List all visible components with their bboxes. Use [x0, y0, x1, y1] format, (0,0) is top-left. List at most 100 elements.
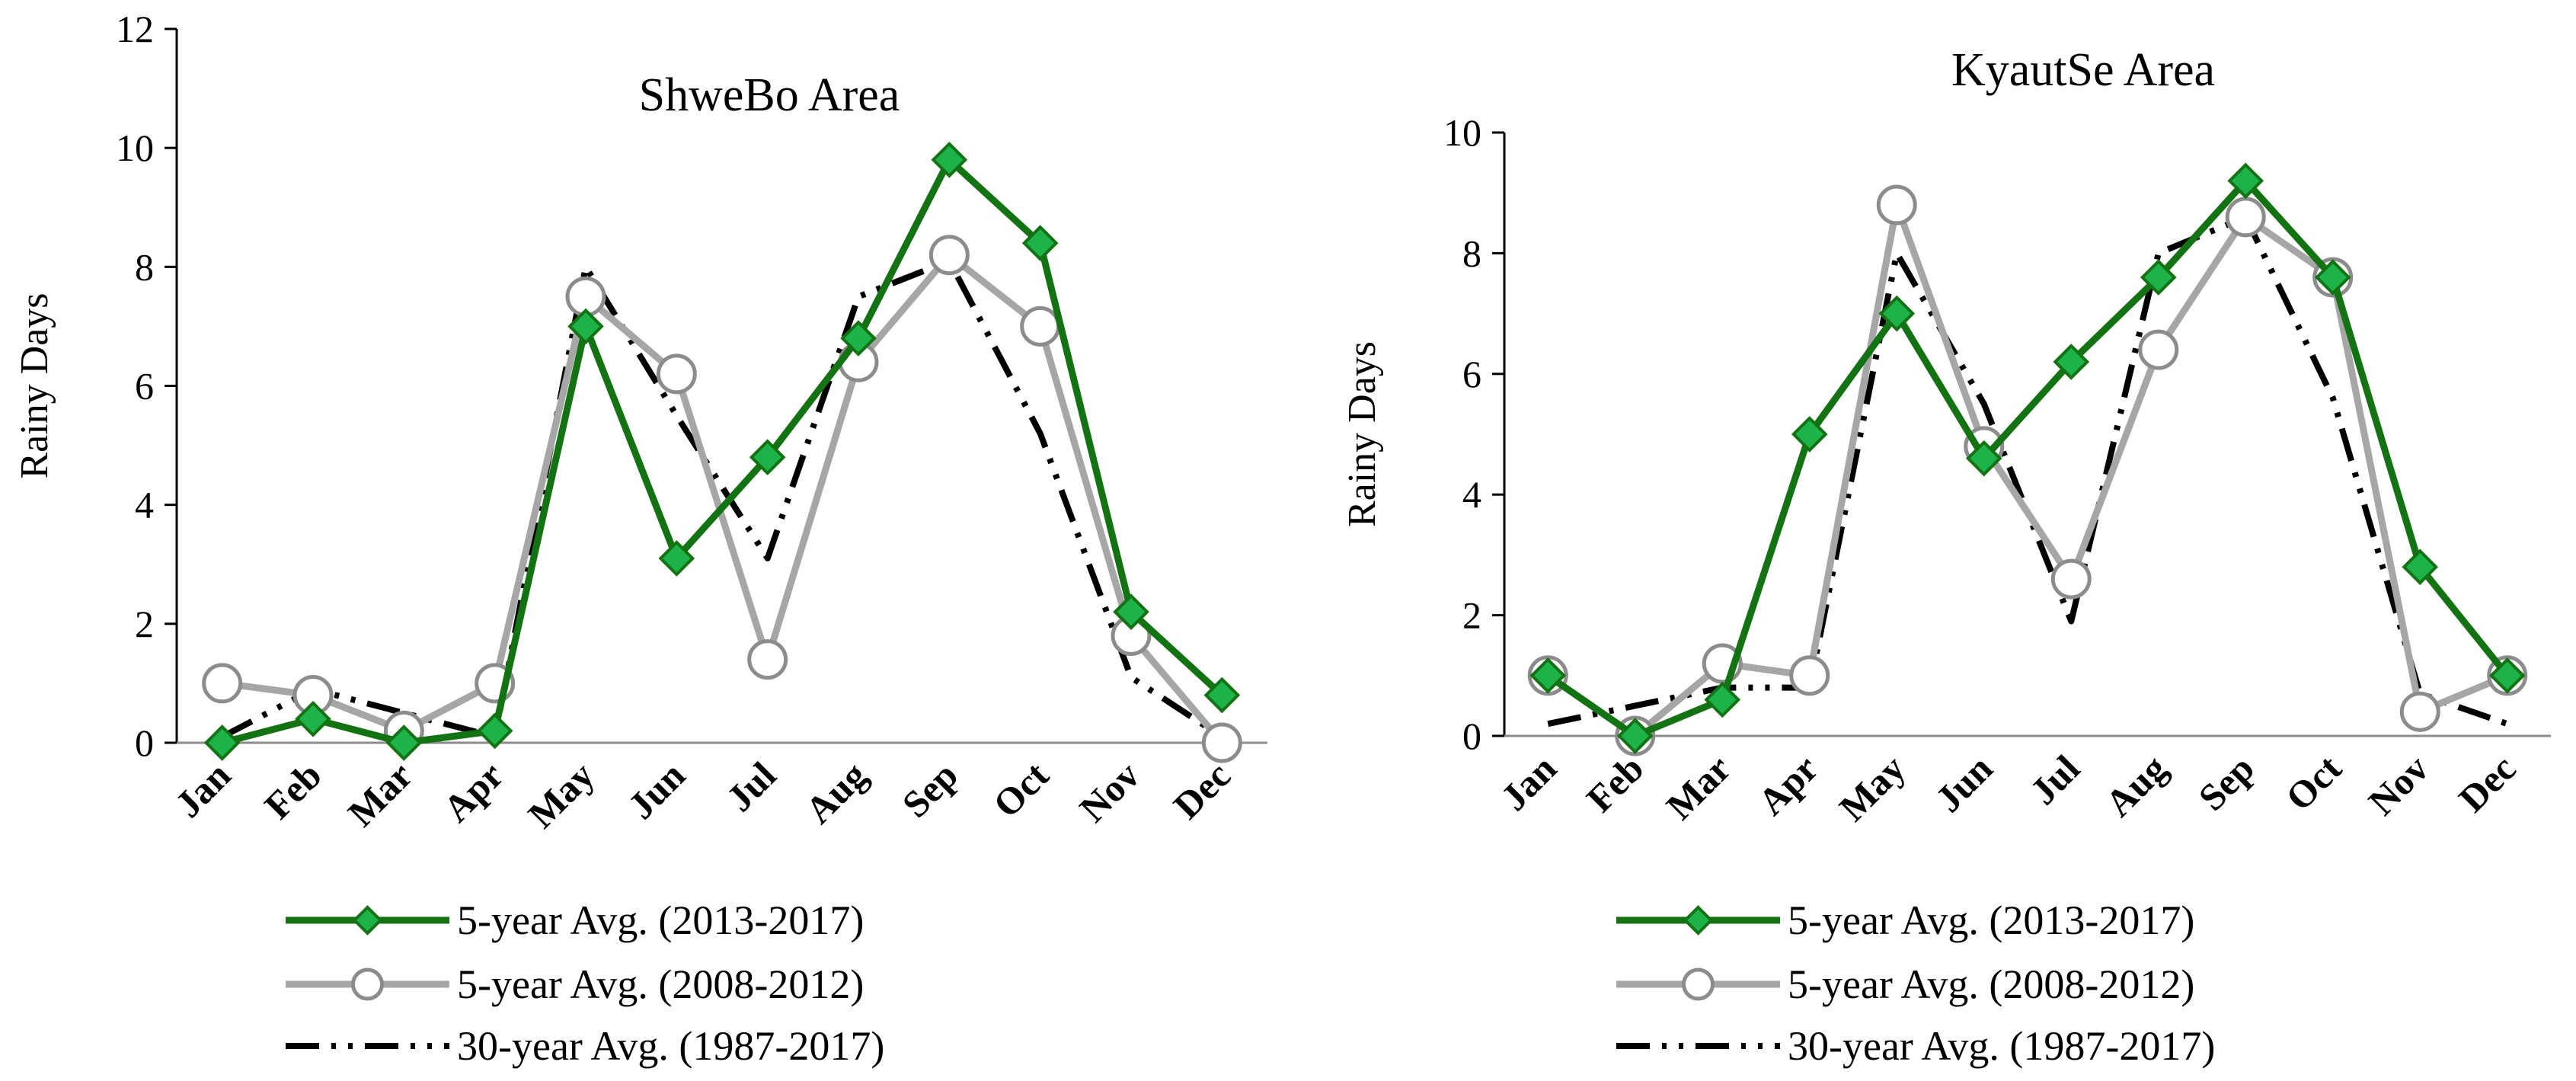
chart-2-series-5-year-avg-2008-2012-line [1545, 201, 2509, 740]
chart-1-legend-entry-2: 5-year Avg. (2008-2012) [286, 961, 864, 1007]
chart-2-legend-label-2: 5-year Avg. (2008-2012) [1788, 961, 2194, 1007]
chart-1-series-5-year-avg-2013-2017-point-may [567, 308, 604, 345]
chart-2-y-tick-label-10: 10 [1443, 111, 1481, 154]
chart-2: KyautSe Area Rainy Days 0 2 4 6 8 10 Jan Feb Mar Ap… [1341, 44, 2551, 1069]
chart-2-series-5-year-avg-2013-2017-point-nov [2402, 548, 2439, 586]
chart-2-series-5-year-avg-2008-2012-point-sep [2225, 197, 2266, 238]
chart-1-series-5-year-avg-2013-2017-point-mar [385, 724, 423, 761]
chart-2-legend: 5-year Avg. (2013-2017) 5-year Avg. (2008… [1616, 897, 2215, 1069]
chart-2-y-tick-label-0: 0 [1462, 715, 1481, 757]
chart-1-series-5-year-avg-2008-2012-point-jun [656, 353, 697, 395]
chart-1-series-5-year-avg-2008-2012-point-jan [202, 663, 243, 704]
chart-1-x-label-feb: Feb [256, 753, 330, 827]
chart-1-x-label-jun: Jun [620, 753, 694, 827]
chart-2-series-5-year-avg-2013-2017-point-may [1878, 295, 1916, 332]
chart-1-series-5-year-avg-2013-2017 [203, 141, 1241, 761]
chart-1-series-5-year-avg-2013-2017-line [221, 156, 1225, 747]
chart-2-y-tick-label-8: 8 [1462, 232, 1481, 274]
chart-2-x-label-jan: Jan [1492, 747, 1564, 819]
chart-2-series-5-year-avg-2013-2017-point-mar [1704, 681, 1741, 718]
chart-2-legend-marker-2 [1682, 967, 1715, 1001]
chart-2-series-5-year-avg-2013-2017-point-feb [1616, 718, 1654, 754]
chart-2-series-5-year-avg-2008-2012-point-aug [2138, 329, 2179, 370]
chart-1-x-label-mar: Mar [340, 753, 420, 834]
chart-1-x-label-dec: Dec [1165, 753, 1239, 827]
chart-2-x-label-sep: Sep [2190, 747, 2262, 819]
chart-2-y-tick-label-6: 6 [1462, 353, 1481, 395]
chart-2-legend-entry-3: 30-year Avg. (1987-2017) [1616, 1023, 2215, 1069]
chart-2-legend-entry-1: 5-year Avg. (2013-2017) [1616, 897, 2194, 943]
chart-2-series-5-year-avg-2013-2017-point-jan [1529, 657, 1567, 694]
chart-2-series-5-year-avg-2013-2017-point-aug [2140, 259, 2177, 296]
chart-1-title: ShweBo Area [639, 69, 900, 121]
chart-1-series-30-year-avg-1987-2017-line [220, 257, 1224, 740]
chart-2-title: KyautSe Area [1951, 44, 2215, 96]
chart-2-y-tick-label-4: 4 [1462, 473, 1481, 516]
chart-2-series-5-year-avg-2013-2017-line [1545, 177, 2510, 740]
chart-2-x-label-oct: Oct [2277, 747, 2350, 819]
chart-1-y-tick-label-10: 10 [116, 126, 154, 169]
chart-1-y-tick-label-12: 12 [116, 8, 154, 50]
chart-2-legend-label-1: 5-year Avg. (2013-2017) [1788, 897, 2194, 943]
chart-1-legend-label-2: 5-year Avg. (2008-2012) [457, 961, 864, 1007]
chart-1-x-label-oct: Oct [985, 753, 1057, 826]
chart-2-series-30-year-avg-1987-2017-line [1547, 213, 2509, 728]
chart-2-x-label-jul: Jul [2021, 747, 2088, 813]
chart-1-y-tick-label-2: 2 [135, 603, 154, 645]
chart-2-x-label-dec: Dec [2450, 747, 2524, 820]
chart-2-series-5-year-avg-2013-2017-point-oct [2314, 259, 2351, 296]
chart-1-legend-marker-2 [351, 967, 384, 1001]
chart-1-series-5-year-avg-2008-2012 [202, 235, 1242, 763]
chart-1-series-5-year-avg-2013-2017-point-feb [295, 700, 331, 737]
chart-2-series-30-year-avg-1987-2017 [1547, 213, 2509, 728]
chart-1-y-tick-label-4: 4 [135, 484, 154, 526]
chart-1-legend-entry-1: 5-year Avg. (2013-2017) [286, 897, 864, 943]
chart-2-y-axis-title: Rainy Days [1341, 341, 1384, 527]
chart-2-legend-label-3: 30-year Avg. (1987-2017) [1788, 1023, 2215, 1069]
chart-1-series-5-year-avg-2013-2017-point-apr [476, 712, 513, 750]
chart-2-y-tick-label-2: 2 [1462, 594, 1481, 637]
chart-1-x-label-nov: Nov [1071, 753, 1147, 830]
chart-2-x-label-jun: Jun [1927, 747, 2001, 820]
chart-1-x-label-jan: Jan [167, 753, 239, 826]
chart-2-x-label-apr: Apr [1750, 747, 1826, 823]
chart-1-legend: 5-year Avg. (2013-2017) 5-year Avg. (2008… [286, 897, 884, 1069]
chart-1-series-5-year-avg-2013-2017-point-sep [931, 141, 968, 178]
chart-1-y-tick-label-8: 8 [135, 245, 154, 288]
chart-1-x-label-may: May [519, 753, 602, 836]
chart-1-series-5-year-avg-2013-2017-point-dec [1203, 676, 1241, 714]
chart-2-series-5-year-avg-2013-2017 [1529, 162, 2526, 754]
chart-1-series-5-year-avg-2008-2012-line [222, 251, 1225, 745]
chart-1-y-tick-label-0: 0 [135, 721, 154, 764]
chart-2-series-5-year-avg-2008-2012-point-apr [1789, 655, 1830, 696]
chart-2-series-5-year-avg-2008-2012-point-nov [2399, 691, 2440, 732]
chart-1-x-label-apr: Apr [435, 753, 511, 830]
chart-2-x-label-mar: Mar [1658, 747, 1739, 827]
chart-1-series-5-year-avg-2008-2012-point-sep [928, 235, 970, 276]
chart-1-series-5-year-avg-2013-2017-point-jul [749, 439, 786, 476]
chart-2-series-5-year-avg-2008-2012-point-jul [2050, 558, 2092, 600]
chart-1-y-tick-label-6: 6 [135, 365, 154, 408]
chart-1-x-label-aug: Aug [797, 753, 874, 831]
chart-1-series-5-year-avg-2008-2012-point-oct [1020, 305, 1061, 347]
chart-1-x-label-jul: Jul [718, 753, 785, 820]
chart-1-series-30-year-avg-1987-2017 [220, 257, 1224, 740]
chart-1-series-5-year-avg-2013-2017-point-nov [1113, 593, 1149, 631]
chart-1-series-5-year-avg-2013-2017-point-jun [658, 540, 695, 577]
chart-1-series-5-year-avg-2013-2017-point-oct [1021, 225, 1059, 261]
chart-2-x-label-feb: Feb [1578, 747, 1652, 820]
chart-2-series-5-year-avg-2013-2017-point-jun [1965, 440, 2002, 477]
chart-1-series-5-year-avg-2013-2017-point-jan [203, 724, 241, 761]
chart-2-series-5-year-avg-2013-2017-point-dec [2488, 657, 2526, 694]
chart-1-legend-label-3: 30-year Avg. (1987-2017) [457, 1023, 884, 1069]
chart-1-y-axis-title: Rainy Days [13, 293, 56, 478]
chart-1-series-5-year-avg-2013-2017-point-aug [840, 320, 877, 357]
chart-1-x-label-sep: Sep [893, 753, 966, 826]
chart-1-series-5-year-avg-2008-2012-point-jul [747, 639, 788, 680]
chart-2-series-5-year-avg-2008-2012-point-may [1876, 184, 1917, 225]
chart-2-series-5-year-avg-2013-2017-point-jul [2053, 344, 2090, 380]
chart-1-series-5-year-avg-2008-2012-point-dec [1201, 722, 1242, 763]
chart-2-x-label-nov: Nov [2360, 747, 2437, 823]
chart-2-legend-marker-1 [1683, 905, 1714, 935]
